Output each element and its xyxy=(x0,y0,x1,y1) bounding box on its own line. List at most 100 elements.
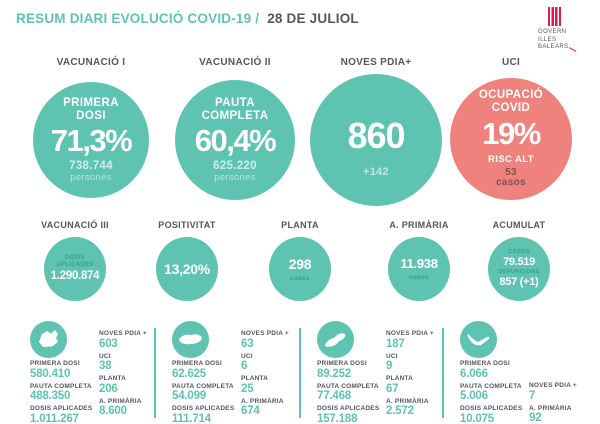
uci-subtitle: OCUPACIÓ COVID xyxy=(478,89,544,114)
stat-uci: UCI 9 xyxy=(386,352,398,373)
circle-noves-pdia: 860 +142 xyxy=(310,74,442,206)
circle-pauta-completa: PAUTA COMPLETA 60,4% 625.220 persones xyxy=(175,80,295,200)
uci-cases-count: 53 xyxy=(505,166,517,178)
dosis-aplicades-count: 1.290.874 xyxy=(50,269,100,282)
big-circle-title-vacunacio-2: VACUNACIÓ II xyxy=(199,57,271,68)
stat-primera-dosi: PRIMERA DOSI 89.252 xyxy=(317,360,367,380)
island-divider xyxy=(154,328,156,418)
pauta-completa-percentage: 60,4% xyxy=(194,123,277,159)
uci-risk-level: RISC ALT xyxy=(488,153,534,165)
noves-pdia-delta: +142 xyxy=(363,166,389,178)
small-circle-title-planta: PLANTA xyxy=(281,220,319,230)
menorca-left-stats: PRIMERA DOSI 62.625 PAUTA COMPLETA 54.099 … xyxy=(172,360,242,424)
stat-planta: PLANTA 67 xyxy=(386,375,414,395)
small-circle-title-positivitat: POSITIVITAT xyxy=(158,220,216,230)
logo-slash-icon xyxy=(569,46,577,52)
page-title: RESUM DIARI EVOLUCIÓ COVID-19 / 28 DE JU… xyxy=(16,11,359,26)
circle-planta: 298 casos xyxy=(269,237,331,301)
big-circle-title-vacunacio-1: VACUNACIÓ I xyxy=(56,57,126,68)
island-block-eivissa: PRIMERA DOSI 89.252 PAUTA COMPLETA 77.468 … xyxy=(315,318,450,424)
acumulat-defuncions-count: 857 (+1) xyxy=(499,275,539,288)
page-title-date: 28 DE JULIOL xyxy=(267,11,359,26)
acumulat-casos-label: CASOS xyxy=(507,249,531,256)
stat-noves-pdia: NOVES PDIA +187 xyxy=(386,330,434,350)
stat-pauta-completa: PAUTA COMPLETA 54.099 xyxy=(172,382,234,403)
island-block-formentera: PRIMERA DOSI 6.066 PAUTA COMPLETA 5.006 DO… xyxy=(458,318,593,424)
page-title-main: RESUM DIARI EVOLUCIÓ COVID-19 / xyxy=(16,11,260,26)
stat-uci: UCI 6 xyxy=(241,352,253,373)
formentera-right-stats: NOVES PDIA +7 A. PRIMÀRIA 92 xyxy=(529,382,591,424)
big-circle-title-uci: UCI xyxy=(501,57,521,68)
eivissa-island-icon xyxy=(317,321,354,358)
stat-dosis-aplicades: DOSIS APLICADES 111.714 xyxy=(172,405,235,424)
mallorca-left-stats: PRIMERA DOSI 580.410 PAUTA COMPLETA 488.35… xyxy=(30,360,100,424)
stat-primera-dosi: PRIMERA DOSI 6.066 xyxy=(460,360,510,380)
stat-pauta-completa: PAUTA COMPLETA 77.468 xyxy=(317,382,379,403)
stat-dosis-aplicades: DOSIS APLICADES 10.075 xyxy=(460,405,523,424)
primera-dosi-count: 738.744 xyxy=(69,160,113,173)
mallorca-right-stats: NOVES PDIA +603 UCI 38 PLANTA 206 A. PRIMÀ… xyxy=(99,330,161,420)
govern-illes-balears-logo: GOVERN ILLES BALEARS xyxy=(538,7,584,52)
island-divider xyxy=(299,328,301,418)
circle-uci-ocupacio: OCUPACIÓ COVID 19% RISC ALT 53 casos xyxy=(450,78,572,200)
dosis-aplicades-label: DOSIS APLICADES xyxy=(56,255,94,269)
small-circle-title-primaria: A. PRIMÀRIA xyxy=(389,220,449,230)
small-circle-title-vacunacio-3: VACUNACIÓ III xyxy=(41,220,109,230)
stat-noves-pdia: NOVES PDIA +603 xyxy=(99,330,147,350)
menorca-right-stats: NOVES PDIA +63 UCI 6 PLANTA 25 A. PRIMÀRIA… xyxy=(241,330,303,420)
big-circle-title-noves-pdia: NOVES PDIA+ xyxy=(340,57,412,68)
islands-section: PRIMERA DOSI 580.410 PAUTA COMPLETA 488.35… xyxy=(0,318,600,424)
acumulat-casos-count: 79.519 xyxy=(503,256,535,269)
pauta-completa-subtitle: PAUTA COMPLETA xyxy=(201,96,269,122)
stat-primaria: A. PRIMÀRIA 8.600 xyxy=(99,397,142,418)
stat-primera-dosi: PRIMERA DOSI 62.625 xyxy=(172,360,222,380)
pauta-completa-count: 625.220 xyxy=(213,160,257,173)
stat-dosis-aplicades: DOSIS APLICADES 157.188 xyxy=(317,405,380,424)
stat-planta: PLANTA 206 xyxy=(99,375,127,395)
island-divider xyxy=(442,328,444,418)
balearic-shield-icon xyxy=(548,7,561,26)
primera-dosi-subtitle: PRIMERA DOSI xyxy=(63,96,119,122)
noves-pdia-count: 860 xyxy=(347,115,405,156)
circle-acumulat: CASOS 79.519 DEFUNCIONS 857 (+1) xyxy=(488,237,550,301)
uci-cases-unit: casos xyxy=(496,177,526,189)
stat-dosis-aplicades: DOSIS APLICADES 1.011.267 xyxy=(30,405,93,424)
stat-pauta-completa: PAUTA COMPLETA 488.350 xyxy=(30,382,92,403)
circle-dosis-aplicades: DOSIS APLICADES 1.290.874 xyxy=(44,237,106,301)
stat-noves-pdia: NOVES PDIA +63 xyxy=(241,330,289,350)
planta-unit: casos xyxy=(290,275,310,283)
stat-pauta-completa: PAUTA COMPLETA 5.006 xyxy=(460,382,522,403)
positivitat-percentage: 13,20% xyxy=(164,260,210,277)
primera-dosi-percentage: 71,3% xyxy=(50,123,133,159)
circle-primaria: 11.938 casos xyxy=(388,237,450,301)
stat-planta: PLANTA 25 xyxy=(241,375,269,395)
circle-primera-dosi: PRIMERA DOSI 71,3% 738.744 persones xyxy=(33,82,149,198)
primera-dosi-unit: persones xyxy=(70,172,112,184)
primaria-unit: casos xyxy=(409,274,429,282)
logo-text-line2: ILLES xyxy=(538,36,557,43)
stat-primera-dosi: PRIMERA DOSI 580.410 xyxy=(30,360,80,380)
circle-positivitat: 13,20% xyxy=(156,237,218,301)
stat-uci: UCI 38 xyxy=(99,352,112,373)
eivissa-right-stats: NOVES PDIA +187 UCI 9 PLANTA 67 A. PRIMÀRI… xyxy=(386,330,448,420)
acumulat-defuncions-label: DEFUNCIONS xyxy=(498,269,540,275)
formentera-left-stats: PRIMERA DOSI 6.066 PAUTA COMPLETA 5.006 DO… xyxy=(460,360,530,424)
logo-text-line1: GOVERN xyxy=(538,29,567,35)
island-block-menorca: PRIMERA DOSI 62.625 PAUTA COMPLETA 54.099 … xyxy=(170,318,305,424)
primaria-count: 11.938 xyxy=(400,255,438,271)
planta-count: 298 xyxy=(288,255,312,272)
stat-primaria: A. PRIMÀRIA 92 xyxy=(529,404,572,424)
pauta-completa-unit: persones xyxy=(214,172,256,184)
stat-noves-pdia: NOVES PDIA +7 xyxy=(529,382,577,402)
mallorca-island-icon xyxy=(30,321,67,358)
island-block-mallorca: PRIMERA DOSI 580.410 PAUTA COMPLETA 488.35… xyxy=(28,318,163,424)
formentera-island-icon xyxy=(460,321,497,358)
logo-text-line3: BALEARS xyxy=(538,44,584,52)
menorca-island-icon xyxy=(172,321,209,358)
stat-primaria: A. PRIMÀRIA 674 xyxy=(241,397,284,418)
eivissa-left-stats: PRIMERA DOSI 89.252 PAUTA COMPLETA 77.468 … xyxy=(317,360,387,424)
stat-primaria: A. PRIMÀRIA 2.572 xyxy=(386,397,429,418)
uci-percentage: 19% xyxy=(482,115,541,151)
small-circle-title-acumulat: ACUMULAT xyxy=(492,220,546,230)
